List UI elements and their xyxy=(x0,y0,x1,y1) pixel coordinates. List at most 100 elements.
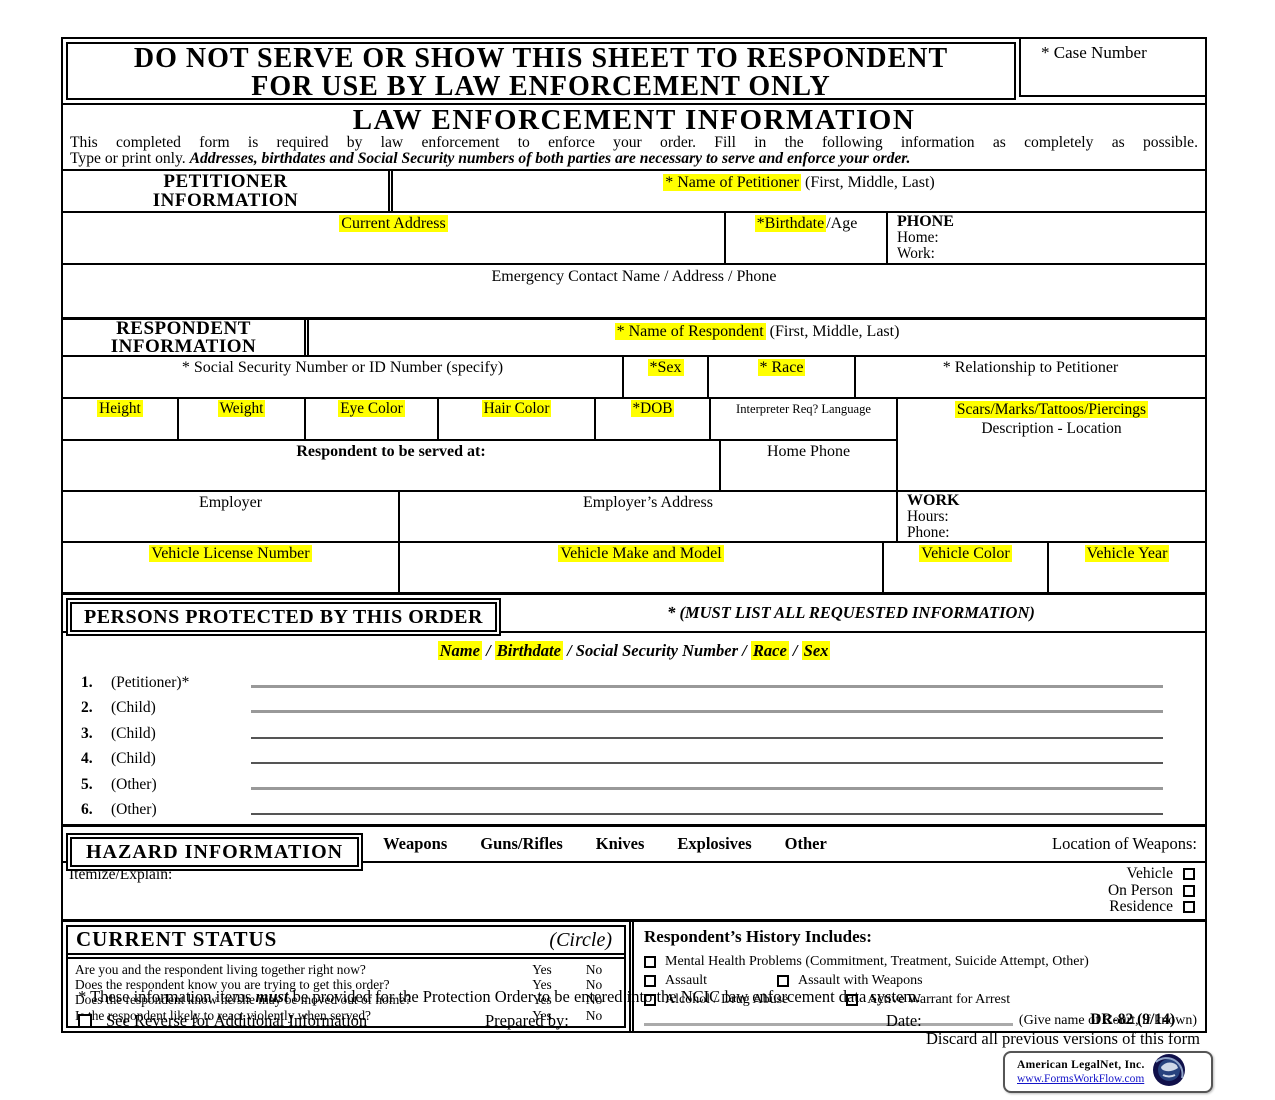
vehicle-license-field[interactable]: Vehicle License Number xyxy=(63,543,400,592)
hazard-category-other[interactable]: Other xyxy=(784,834,827,853)
court-name-line[interactable] xyxy=(644,1023,1013,1027)
warning-line-2: FOR USE BY LAW ENFORCEMENT ONLY xyxy=(251,71,831,102)
respondent-description-rows: Height Weight Eye Color Hair Color *DOB … xyxy=(63,397,1205,490)
protected-person-row: 6. (Other) xyxy=(63,794,1205,820)
hazard-category-guns[interactable]: Guns/Rifles xyxy=(480,834,563,853)
sex-label: *Sex xyxy=(647,359,684,376)
person-entry-line[interactable] xyxy=(251,786,1163,790)
person-entry-line[interactable] xyxy=(251,710,1163,713)
eye-color-label: Eye Color xyxy=(338,400,405,417)
petitioner-name-field[interactable]: * Name of Petitioner (First, Middle, Las… xyxy=(663,174,935,191)
hazard-category-knives[interactable]: Knives xyxy=(595,834,645,853)
itemize-label: Itemize/Explain: xyxy=(69,866,173,883)
emergency-contact-row: Emergency Contact Name / Address / Phone xyxy=(63,263,1205,317)
hair-color-field[interactable]: Hair Color xyxy=(439,399,596,439)
mental-health-checkbox[interactable] xyxy=(644,955,656,968)
vehicle-color-field[interactable]: Vehicle Color xyxy=(884,543,1049,592)
history-alcohol-row: Alcohol / Drug Abuse Active Warrant for … xyxy=(644,992,1197,1008)
logo-text: American LegalNet, Inc. www.FormsWorkFlo… xyxy=(1017,1059,1145,1086)
yes-option[interactable]: Yes xyxy=(532,961,552,977)
served-at-label: Respondent to be served at: xyxy=(296,443,486,460)
birthdate-age-field[interactable]: *Birthdate/Age xyxy=(726,213,888,263)
on-person-checkbox[interactable] xyxy=(1183,884,1195,897)
must-list-note: * (MUST LIST ALL REQUESTED INFORMATION) xyxy=(667,603,1035,622)
eye-color-field[interactable]: Eye Color xyxy=(306,399,439,439)
form-number: DR-82 (9/14) xyxy=(1090,1011,1175,1028)
height-field[interactable]: Height xyxy=(63,399,179,439)
vehicle-year-label: Vehicle Year xyxy=(1084,545,1170,562)
protected-person-row: 2. (Child) xyxy=(63,692,1205,718)
yes-option[interactable]: Yes xyxy=(532,1007,552,1023)
petitioner-phone-field[interactable]: PHONE Home: Work: xyxy=(888,213,1205,263)
current-status-box: CURRENT STATUS (Circle) Are you and the … xyxy=(63,921,634,1032)
formsworkflow-link[interactable]: www.FormsWorkFlow.com xyxy=(1017,1072,1145,1085)
race-label: * Race xyxy=(757,359,806,376)
phone-label: PHONE xyxy=(897,213,954,230)
race-field[interactable]: * Race xyxy=(709,357,856,397)
yes-option[interactable]: Yes xyxy=(532,976,552,992)
no-option[interactable]: No xyxy=(585,992,603,1008)
assault-checkbox[interactable] xyxy=(644,974,656,987)
hazard-title: HAZARD INFORMATION xyxy=(70,837,360,867)
no-option[interactable]: No xyxy=(585,961,603,977)
status-question-row: Does the respondent know you are trying … xyxy=(75,977,620,992)
employer-field[interactable]: Employer xyxy=(63,492,400,541)
respondent-section-title: RESPONDENT INFORMATION xyxy=(63,319,309,356)
person-entry-line[interactable] xyxy=(251,813,1163,815)
emergency-contact-field[interactable]: Emergency Contact Name / Address / Phone xyxy=(63,265,1205,317)
no-option[interactable]: No xyxy=(585,1007,603,1023)
current-status-header: CURRENT STATUS (Circle) xyxy=(68,927,624,959)
status-question-row: Does the respondent know he/she may be m… xyxy=(75,992,620,1007)
vehicle-checkbox[interactable] xyxy=(1183,868,1195,881)
person-entry-line[interactable] xyxy=(251,736,1163,739)
weight-field[interactable]: Weight xyxy=(179,399,306,439)
work-label: WORK xyxy=(907,492,960,509)
hair-color-label: Hair Color xyxy=(481,400,552,417)
work-field[interactable]: WORK Hours: Phone: xyxy=(898,492,1205,541)
petitioner-section-title: PETITIONER INFORMATION xyxy=(63,171,393,211)
hazard-body: Itemize/Explain: Vehicle On Person Resid… xyxy=(63,863,1205,919)
residence-checkbox[interactable] xyxy=(1183,901,1195,914)
hazard-category-explosives[interactable]: Explosives xyxy=(677,834,752,853)
height-label: Height xyxy=(97,400,143,417)
interpreter-field[interactable]: Interpreter Req? Language xyxy=(711,399,896,439)
warning-banner: DO NOT SERVE OR SHOW THIS SHEET TO RESPO… xyxy=(66,42,1016,102)
employer-label: Employer xyxy=(198,494,263,511)
relationship-field[interactable]: * Relationship to Petitioner xyxy=(856,357,1205,397)
phone-work-label: Work: xyxy=(897,245,935,262)
sex-field[interactable]: *Sex xyxy=(624,357,709,397)
itemize-field[interactable]: Itemize/Explain: xyxy=(69,866,172,916)
respondent-name-field[interactable]: * Name of Respondent (First, Middle, Las… xyxy=(614,323,900,340)
prepared-by-field[interactable]: Prepared by: xyxy=(485,1011,569,1030)
scars-sub-label: Description - Location xyxy=(981,420,1122,437)
date-field[interactable]: Date: xyxy=(886,1011,922,1030)
assault-with-weapons-checkbox[interactable] xyxy=(777,974,789,987)
active-warrant-checkbox[interactable] xyxy=(846,993,859,1006)
vehicle-make-field[interactable]: Vehicle Make and Model xyxy=(400,543,884,592)
no-option[interactable]: No xyxy=(585,976,603,992)
employer-address-field[interactable]: Employer’s Address xyxy=(400,492,898,541)
yes-option[interactable]: Yes xyxy=(532,992,552,1008)
see-reverse-group: See Reverse for Additional Information xyxy=(78,1011,367,1031)
person-entry-line[interactable] xyxy=(251,684,1163,688)
history-mental-row: Mental Health Problems (Commitment, Trea… xyxy=(644,954,1197,970)
ssn-field[interactable]: * Social Security Number or ID Number (s… xyxy=(63,357,624,397)
vehicle-year-field[interactable]: Vehicle Year xyxy=(1049,543,1205,592)
home-phone-field[interactable]: Home Phone xyxy=(721,441,896,490)
see-reverse-checkbox[interactable] xyxy=(78,1014,92,1028)
dob-field[interactable]: *DOB xyxy=(596,399,711,439)
case-number-label: * Case Number xyxy=(1041,43,1147,62)
petitioner-header-row: PETITIONER INFORMATION * Name of Petitio… xyxy=(63,169,1205,211)
weapon-location-options: Vehicle On Person Residence xyxy=(1108,865,1195,916)
current-address-field[interactable]: Current Address xyxy=(63,213,726,263)
american-legalnet-logo: American LegalNet, Inc. www.FormsWorkFlo… xyxy=(1003,1051,1213,1093)
person-entry-line[interactable] xyxy=(251,762,1163,764)
served-at-field[interactable]: Respondent to be served at: xyxy=(63,441,721,490)
dob-label: *DOB xyxy=(630,400,675,417)
current-status-section: CURRENT STATUS (Circle) Are you and the … xyxy=(63,918,1205,1032)
scars-field[interactable]: Scars/Marks/Tattoos/Piercings Descriptio… xyxy=(896,399,1205,490)
hazard-category-weapons[interactable]: Weapons xyxy=(383,834,448,853)
alcohol-drug-checkbox[interactable] xyxy=(644,993,656,1006)
circle-instruction: (Circle) xyxy=(549,928,612,951)
case-number-field[interactable]: * Case Number xyxy=(1019,39,1205,97)
